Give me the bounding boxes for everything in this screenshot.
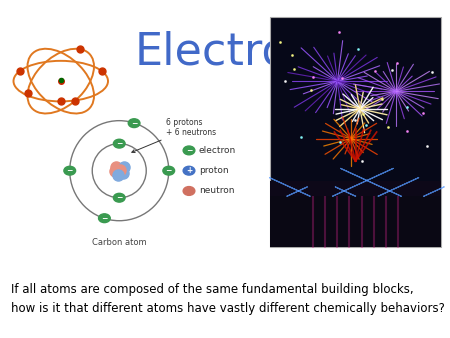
Text: 6 protons
+ 6 neutrons: 6 protons + 6 neutrons: [132, 118, 216, 152]
Text: neutron: neutron: [199, 187, 234, 195]
Circle shape: [113, 193, 125, 202]
Circle shape: [128, 119, 140, 127]
Circle shape: [163, 166, 175, 175]
Text: −: −: [131, 119, 137, 128]
Text: −: −: [101, 214, 108, 223]
Text: electron: electron: [199, 146, 236, 155]
Circle shape: [183, 187, 195, 195]
Circle shape: [183, 166, 195, 175]
Text: proton: proton: [199, 166, 229, 175]
Bar: [270, 181, 441, 196]
Text: +: +: [186, 166, 192, 175]
Bar: [270, 17, 441, 247]
Text: Electrons: Electrons: [135, 31, 341, 74]
Circle shape: [113, 139, 125, 148]
Text: −: −: [116, 139, 122, 148]
Circle shape: [64, 166, 76, 175]
Text: −: −: [116, 193, 122, 202]
Text: −: −: [67, 166, 73, 175]
Text: −: −: [166, 166, 172, 175]
Text: −: −: [186, 146, 192, 155]
Text: Carbon atom: Carbon atom: [92, 238, 147, 247]
Circle shape: [183, 146, 195, 155]
Text: If all atoms are composed of the same fundamental building blocks,
how is it tha: If all atoms are composed of the same fu…: [11, 283, 445, 315]
Bar: [270, 183, 441, 247]
Circle shape: [99, 214, 110, 223]
